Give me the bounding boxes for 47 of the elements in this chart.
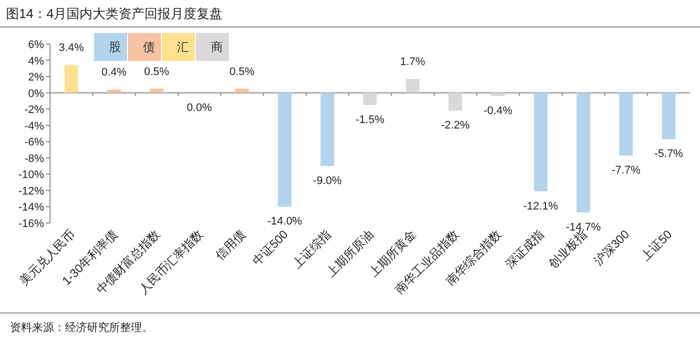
bar [150,88,164,93]
y-tick-label: 0% [28,88,44,100]
data-label: -9.0% [312,175,342,188]
bar [491,92,505,96]
x-tick-label: 信用债 [212,227,248,263]
bar [278,92,292,207]
bar [448,92,462,111]
y-tick-label: 6% [28,39,44,51]
bar [320,92,334,166]
x-tick-label: 中证500 [250,227,292,268]
bar [64,65,78,93]
data-label: 3.4% [58,42,84,54]
bar [235,88,249,93]
data-label: -5.7% [654,148,684,160]
bar [363,92,377,106]
bar [406,78,420,93]
bar [534,92,548,192]
x-tick-label: 深证成指 [502,227,547,272]
data-label: -7.7% [612,164,641,176]
data-label: 0.0% [186,102,212,114]
data-label: 1.7% [400,56,426,68]
data-label: -14.0% [267,216,302,228]
y-tick-label: -8% [24,152,44,165]
data-label: -12.1% [523,200,558,212]
bar [619,92,633,156]
bar [107,90,121,93]
y-tick-label: -4% [24,120,44,132]
y-tick-label: -14% [18,202,44,214]
bar [662,92,676,140]
y-tick-label: -2% [24,104,44,116]
y-tick-label: 2% [28,72,44,84]
y-tick-label: 4% [28,55,44,68]
bar [576,92,590,212]
y-tick-label: -10% [18,169,44,182]
legend-label: 商 [211,40,223,54]
data-label: -2.2% [440,120,470,132]
data-label: -0.4% [484,105,513,118]
text: 资料来源：经济研究所整理。 [10,321,153,334]
y-tick-label: -12% [18,185,44,198]
data-label: 0.5% [229,66,255,78]
data-label: -1.5% [356,114,385,126]
y-tick-label: -6% [24,136,44,149]
data-label: 0.5% [144,66,170,78]
y-tick-label: -16% [18,218,44,230]
x-tick-label: 上证50 [638,227,676,264]
data-label: 0.4% [101,66,127,79]
title: 图14：4月国内大类资产回报月度复盘 [6,6,223,21]
